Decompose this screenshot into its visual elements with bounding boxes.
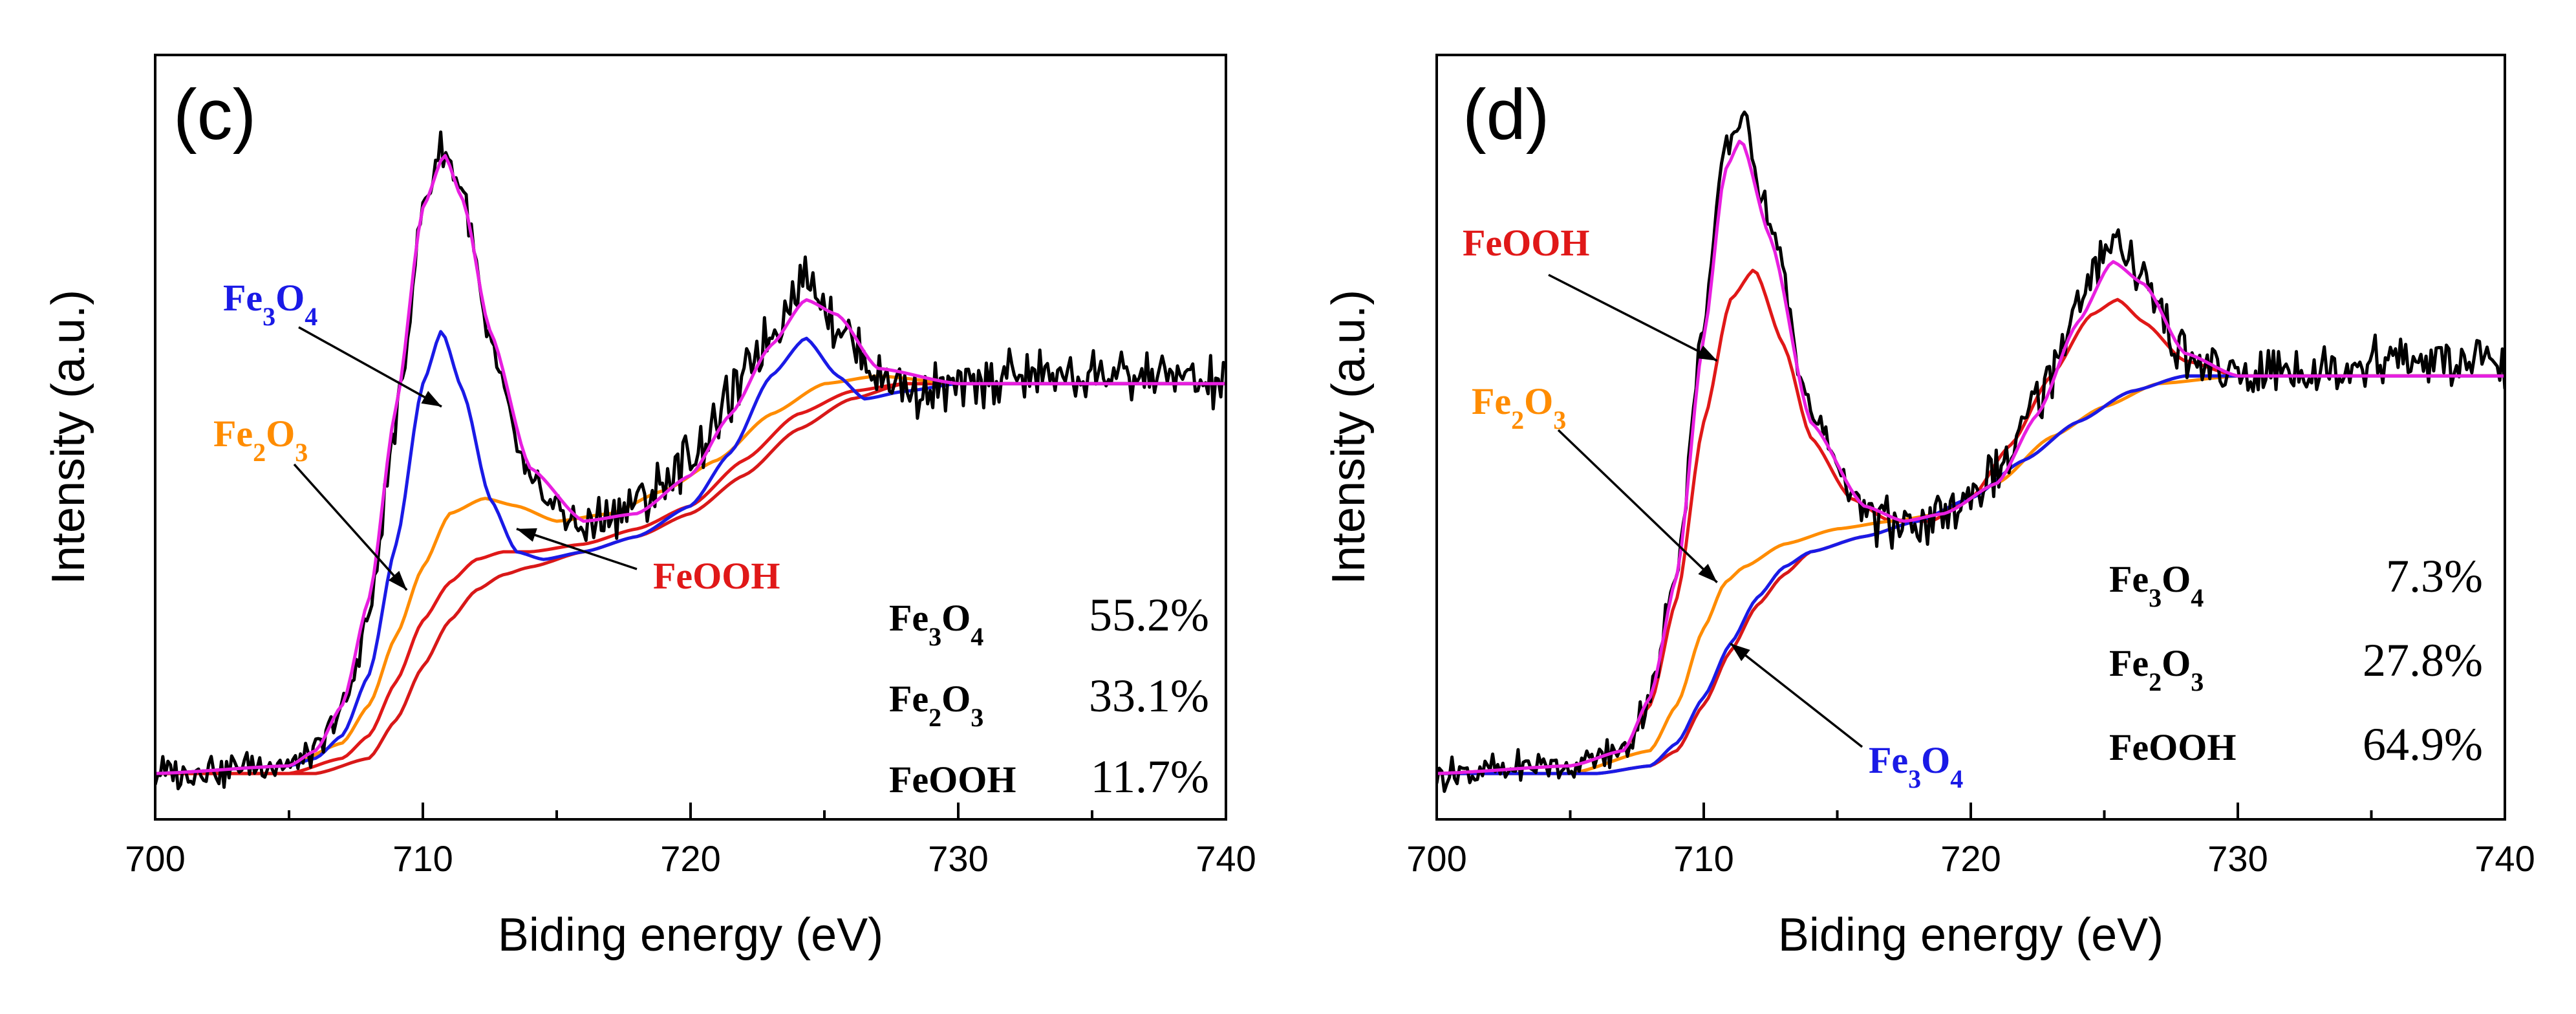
x-tick-label: 740 <box>2474 838 2535 879</box>
panel-label: (d) <box>1463 75 1549 155</box>
annotation-arrowhead <box>421 391 442 407</box>
annotation-arrowhead <box>516 528 537 542</box>
composition-value: 64.9% <box>2363 718 2483 770</box>
annotation-arrow <box>1557 429 1718 583</box>
annotation-arrowhead <box>388 570 407 590</box>
series-envelope <box>1437 140 2505 775</box>
x-tick-label: 700 <box>125 838 185 879</box>
composition-value: 55.2% <box>1089 589 1209 641</box>
composition-name: FeOOH <box>2109 726 2237 768</box>
series-envelope <box>155 154 1226 775</box>
panel-d: 700 710 720 730 740 Biding energy (eV) Intensi… <box>1323 54 2535 961</box>
annotation-arrow <box>516 528 638 570</box>
annotation-arrow <box>1730 642 1863 748</box>
annotation-arrowhead <box>1696 345 1717 361</box>
annotation-arrowhead <box>1730 643 1750 662</box>
x-axis-title: Biding energy (eV) <box>498 909 883 961</box>
annotation-label: Fe3O4 <box>1869 739 1963 793</box>
annotation-arrow <box>1548 274 1718 362</box>
annotation-arrow <box>298 326 442 408</box>
series-raw-data <box>155 130 1226 791</box>
composition-name: Fe2O3 <box>889 678 983 732</box>
composition-name: FeOOH <box>889 759 1016 801</box>
x-axis-title: Biding energy (eV) <box>1778 909 2163 961</box>
composition-name: Fe3O4 <box>889 597 983 651</box>
annotation-label: Fe2O3 <box>1472 380 1566 435</box>
x-tick-label: 710 <box>392 838 453 879</box>
composition-value: 11.7% <box>1091 751 1209 803</box>
x-tick-label: 730 <box>928 838 988 879</box>
x-tick-label: 720 <box>1940 838 2001 879</box>
panel-label: (c) <box>173 75 256 155</box>
x-tick-label: 710 <box>1673 838 1733 879</box>
x-tick-label: 730 <box>2207 838 2268 879</box>
composition-value: 27.8% <box>2363 634 2483 686</box>
x-tick-label: 700 <box>1406 838 1466 879</box>
annotation-label: Fe2O3 <box>213 413 308 467</box>
composition-name: Fe2O3 <box>2109 642 2204 696</box>
composition-value: 7.3% <box>2386 550 2483 602</box>
annotation-label: Fe3O4 <box>223 277 317 331</box>
composition-name: Fe3O4 <box>2109 558 2204 612</box>
y-axis-title: Intensity (a.u.) <box>43 290 94 585</box>
annotation-arrowhead <box>1698 563 1717 583</box>
y-axis-title: Intensity (a.u.) <box>1323 290 1375 585</box>
x-tick-label: 740 <box>1196 838 1256 879</box>
x-tick-label: 720 <box>660 838 720 879</box>
annotation-label: FeOOH <box>653 555 780 597</box>
composition-value: 33.1% <box>1089 670 1209 722</box>
panel-c: 700 710 720 730 740 Biding energy (eV) Intensi… <box>43 54 1256 961</box>
annotation-label: FeOOH <box>1463 222 1590 264</box>
annotation-arrow <box>293 463 408 591</box>
